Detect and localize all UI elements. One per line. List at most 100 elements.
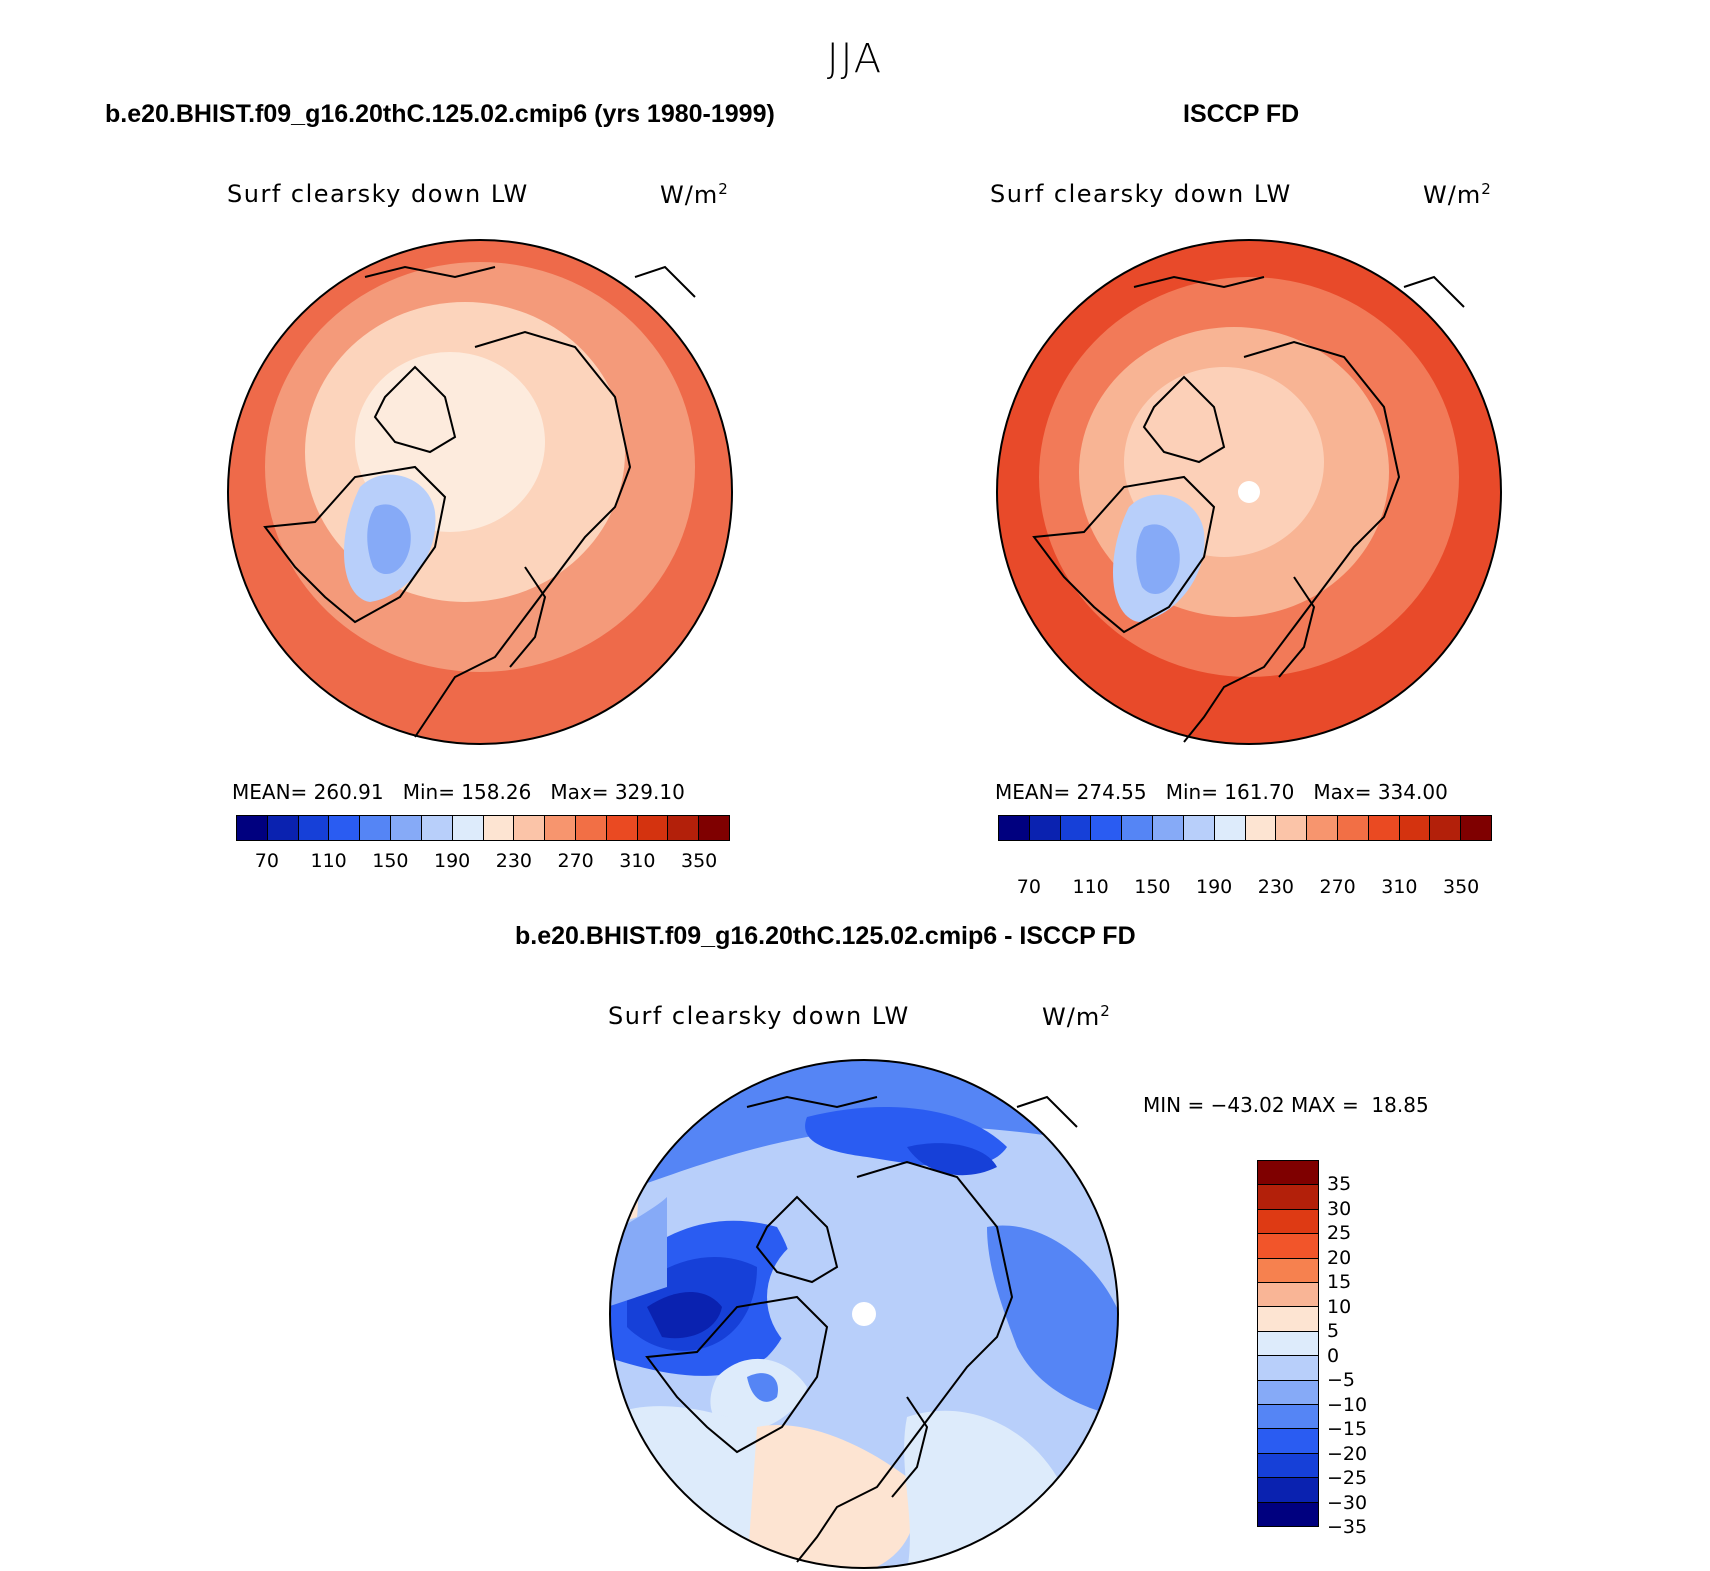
colorbar-swatch: [1258, 1380, 1318, 1406]
colorbar-label: 150: [1134, 876, 1171, 898]
colorbar-label: −35: [1327, 1516, 1368, 1538]
colorbar-swatch: [1258, 1429, 1318, 1454]
colorbar-swatch: [421, 816, 453, 840]
colorbar-swatch: [575, 816, 607, 840]
colorbar-swatch: [999, 816, 1030, 840]
colorbar-label: 20: [1327, 1246, 1352, 1269]
colorbar-label: 350: [1442, 876, 1480, 898]
colorbar-label: 310: [1381, 876, 1418, 898]
colorbar-swatch: [1258, 1356, 1318, 1381]
colorbar-swatch: [1258, 1283, 1318, 1308]
colorbar-swatch: [637, 816, 669, 840]
diff-minmax: MIN = −43.02 MAX = 18.85: [1143, 1093, 1429, 1117]
colorbar-label: 0: [1327, 1344, 1340, 1367]
colorbar-label: 25: [1327, 1222, 1352, 1245]
colorbar-swatch: [1430, 816, 1462, 840]
colorbar-swatch: [1337, 816, 1369, 840]
colorbar-label: 270: [1319, 876, 1356, 898]
colorbar-label: 10: [1327, 1295, 1352, 1318]
colorbar-swatch: [1258, 1453, 1318, 1479]
colorbar-swatch: [1461, 816, 1491, 840]
colorbar-label: 270: [557, 850, 594, 872]
colorbar-label: 150: [372, 850, 409, 872]
colorbar-label: 15: [1327, 1271, 1352, 1294]
colorbar-label: 110: [1072, 876, 1109, 898]
colorbar-swatch: [329, 816, 361, 840]
colorbar-swatch: [1122, 816, 1154, 840]
panel2-map: [996, 239, 1502, 745]
colorbar-swatch: [391, 816, 422, 840]
diff-variable: Surf clearsky down LW: [608, 1002, 910, 1030]
panel2-stats: MEAN= 274.55 Min= 161.70 Max= 334.00: [995, 780, 1448, 804]
panel1-title: b.e20.BHIST.f09_g16.20thC.125.02.cmip6 (…: [105, 100, 775, 128]
panel1-colorbar-labels: 70 110 150 190 230 270 310 350: [236, 850, 730, 876]
colorbar-swatch: [1258, 1258, 1318, 1284]
colorbar-label: 230: [495, 850, 533, 872]
colorbar-label: 310: [619, 850, 656, 872]
colorbar-swatch: [1258, 1405, 1318, 1430]
colorbar-swatch: [267, 816, 299, 840]
colorbar-swatch: [1183, 816, 1215, 840]
panel1-units: W/m2: [660, 180, 729, 209]
diff-title: b.e20.BHIST.f09_g16.20thC.125.02.cmip6 -…: [515, 922, 1136, 950]
colorbar-label: −15: [1327, 1418, 1368, 1441]
colorbar-label: 110: [310, 850, 347, 872]
colorbar-label: 190: [1195, 876, 1233, 898]
panel1-map: [227, 239, 733, 745]
panel2-colorbar-labels: 70 110 150 190 230 270 310 350: [998, 876, 1492, 902]
season-title: JJA: [826, 36, 884, 82]
colorbar-label: 190: [433, 850, 471, 872]
colorbar-swatch: [1060, 816, 1092, 840]
colorbar-label: 230: [1257, 876, 1295, 898]
colorbar-swatch: [483, 816, 515, 840]
colorbar-swatch: [452, 816, 484, 840]
colorbar-swatch: [668, 816, 700, 840]
panel2-title: ISCCP FD: [1183, 100, 1300, 128]
colorbar-swatch: [514, 816, 546, 840]
colorbar-label: 350: [680, 850, 718, 872]
colorbar-swatch: [699, 816, 729, 840]
colorbar-swatch: [1368, 816, 1400, 840]
colorbar-swatch: [1091, 816, 1123, 840]
colorbar-swatch: [1258, 1234, 1318, 1259]
diff-colorbar-labels: 35 30 25 20 15 10 5 0 −5 −10 −15 −20 −25 −30 −35: [1327, 1160, 1387, 1538]
colorbar-label: 30: [1327, 1197, 1352, 1220]
colorbar-label: −30: [1327, 1491, 1368, 1514]
colorbar-swatch: [1258, 1209, 1318, 1235]
colorbar-swatch: [1258, 1185, 1318, 1210]
colorbar-swatch: [1245, 816, 1277, 840]
diff-map: [609, 1059, 1119, 1569]
panel2-colorbar: [998, 815, 1492, 841]
colorbar-swatch: [1214, 816, 1246, 840]
colorbar-label: 5: [1327, 1320, 1340, 1343]
colorbar-swatch: [1276, 816, 1308, 840]
panel2-variable: Surf clearsky down LW: [990, 180, 1292, 208]
colorbar-swatch: [1258, 1502, 1318, 1527]
colorbar-label: 35: [1327, 1173, 1352, 1196]
colorbar-swatch: [1153, 816, 1184, 840]
diff-colorbar: [1257, 1160, 1319, 1527]
colorbar-swatch: [606, 816, 638, 840]
colorbar-label: −25: [1327, 1467, 1368, 1490]
panel1-colorbar: [236, 815, 730, 841]
colorbar-swatch: [1258, 1307, 1318, 1332]
colorbar-swatch: [1029, 816, 1061, 840]
colorbar-swatch: [1258, 1478, 1318, 1503]
colorbar-swatch: [1399, 816, 1431, 840]
colorbar-label: −20: [1327, 1442, 1368, 1465]
colorbar-swatch: [360, 816, 392, 840]
colorbar-label: 70: [1016, 876, 1041, 898]
colorbar-swatch: [545, 816, 576, 840]
colorbar-swatch: [1307, 816, 1338, 840]
diff-units: W/m2: [1042, 1002, 1111, 1031]
colorbar-swatch: [298, 816, 330, 840]
colorbar-swatch: [1258, 1161, 1318, 1186]
panel1-stats: MEAN= 260.91 Min= 158.26 Max= 329.10: [232, 780, 685, 804]
colorbar-label: −5: [1327, 1369, 1356, 1392]
colorbar-label: −10: [1327, 1393, 1368, 1416]
colorbar-swatch: [237, 816, 268, 840]
colorbar-label: 70: [254, 850, 279, 872]
panel2-units: W/m2: [1423, 180, 1492, 209]
panel1-variable: Surf clearsky down LW: [227, 180, 529, 208]
colorbar-swatch: [1258, 1331, 1318, 1357]
